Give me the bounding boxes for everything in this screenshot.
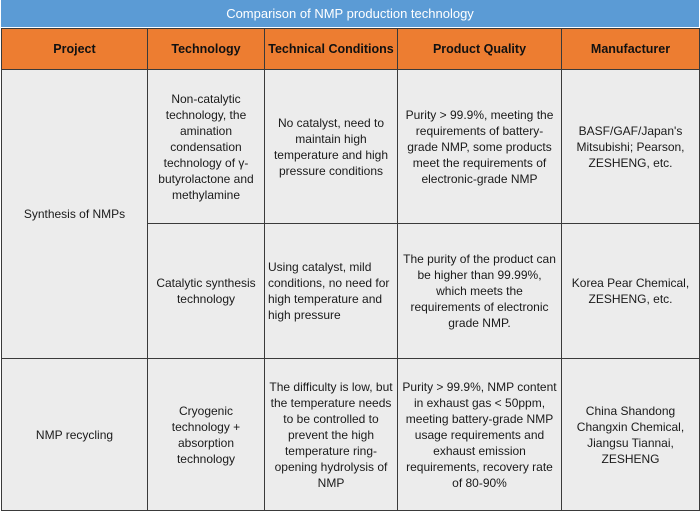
table-title: Comparison of NMP production technology bbox=[1, 0, 699, 28]
manufacturer-cell: Korea Pear Chemical, ZESHENG, etc. bbox=[561, 223, 700, 359]
header-manufacturer: Manufacturer bbox=[561, 28, 700, 70]
quality-cell: Purity > 99.9%, meeting the requirements… bbox=[397, 69, 562, 224]
table-row: NMP recycling Cryogenic technology + abs… bbox=[1, 358, 700, 511]
technology-cell: Catalytic synthesis technology bbox=[147, 223, 265, 359]
quality-cell: The purity of the product can be higher … bbox=[397, 223, 562, 359]
manufacturer-cell: BASF/GAF/Japan's Mitsubishi; Pearson, ZE… bbox=[561, 69, 700, 224]
technology-cell: Non-catalytic technology, the amination … bbox=[147, 69, 265, 224]
conditions-cell: The difficulty is low, but the temperatu… bbox=[264, 358, 398, 511]
header-technology: Technology bbox=[147, 28, 265, 70]
quality-cell: Purity > 99.9%, NMP content in exhaust g… bbox=[397, 358, 562, 511]
comparison-table: Project Technology Technical Conditions … bbox=[1, 28, 700, 511]
conditions-cell: Using catalyst, mild conditions, no need… bbox=[264, 223, 398, 359]
header-project: Project bbox=[1, 28, 148, 70]
technology-cell: Cryogenic technology + absorption techno… bbox=[147, 358, 265, 511]
header-row: Project Technology Technical Conditions … bbox=[1, 28, 700, 70]
table-row: Catalytic synthesis technology Using cat… bbox=[2, 223, 700, 359]
header-quality: Product Quality bbox=[397, 28, 562, 70]
project-cell: NMP recycling bbox=[1, 358, 148, 511]
manufacturer-cell: China Shandong Changxin Chemical, Jiangs… bbox=[561, 358, 700, 511]
header-conditions: Technical Conditions bbox=[264, 28, 398, 70]
conditions-cell: No catalyst, need to maintain high tempe… bbox=[264, 69, 398, 224]
table-row: Synthesis of NMPs Non-catalytic technolo… bbox=[1, 69, 700, 359]
project-cell: Synthesis of NMPs bbox=[1, 69, 148, 359]
